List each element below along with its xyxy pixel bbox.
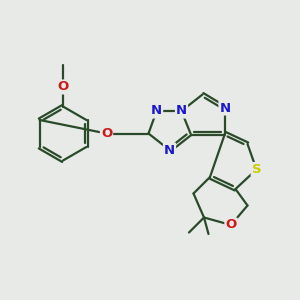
Text: O: O — [57, 80, 69, 94]
Text: N: N — [151, 104, 162, 118]
Text: N: N — [176, 104, 187, 118]
Text: S: S — [252, 163, 261, 176]
Text: O: O — [225, 218, 237, 232]
Text: N: N — [219, 101, 231, 115]
Text: N: N — [164, 143, 175, 157]
Text: O: O — [101, 127, 112, 140]
